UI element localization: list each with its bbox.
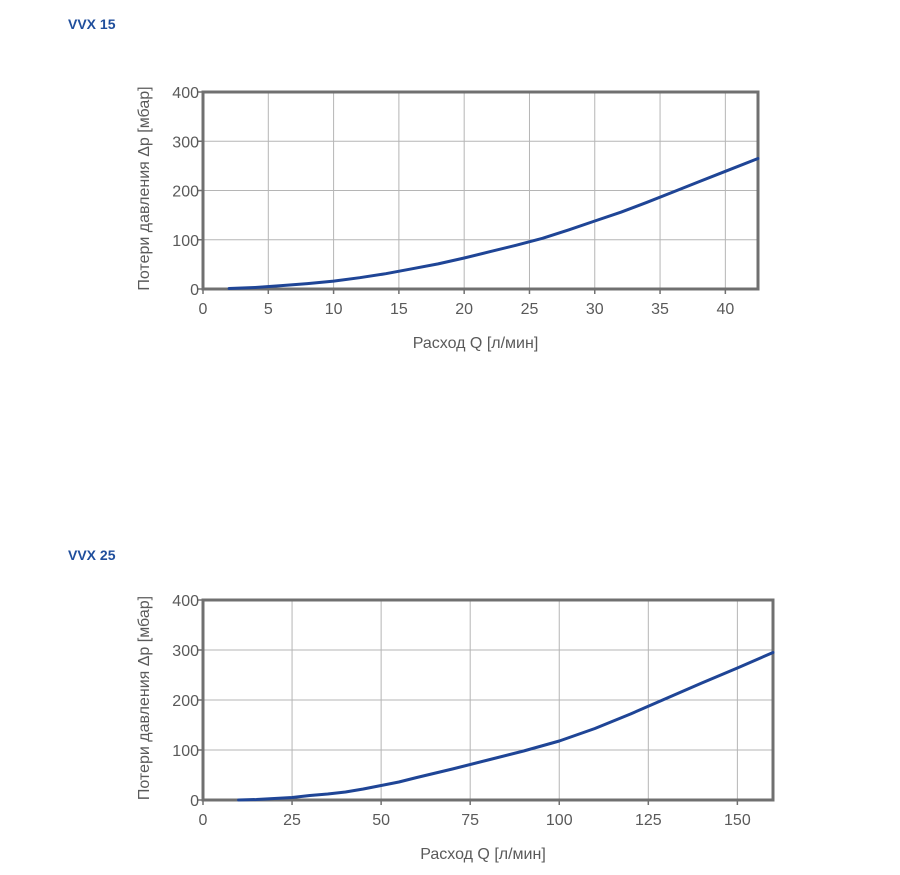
x-tick-label: 10 (325, 301, 343, 318)
y-axis-label: Потери давления Δp [мбар] (136, 86, 153, 290)
x-tick-label: 125 (635, 812, 662, 829)
x-tick-label: 0 (199, 812, 208, 829)
chart-vvx25: 0 100 200 300 400 0 25 50 75 100 125 150 Расход Q [л… (136, 593, 775, 863)
x-tick-label: 150 (724, 812, 751, 829)
x-tick-label: 30 (586, 301, 604, 318)
y-tick-label: 100 (172, 233, 199, 250)
y-tick-label: 200 (172, 693, 199, 710)
series-line (237, 651, 775, 802)
y-tick-label: 100 (172, 743, 199, 760)
x-tick-label: 25 (521, 301, 539, 318)
y-tick-label: 400 (172, 593, 199, 610)
x-tick-label: 50 (372, 812, 390, 829)
y-tick-label: 300 (172, 134, 199, 151)
chart-title-vvx15: VVX 15 (68, 16, 116, 32)
x-tick-label: 15 (390, 301, 408, 318)
y-axis-label: Потери давления Δp [мбар] (136, 596, 153, 800)
x-tick-label: 75 (461, 812, 479, 829)
x-axis-label: Расход Q [л/мин] (413, 335, 539, 352)
x-tick-label: 100 (546, 812, 573, 829)
x-tick-label: 35 (651, 301, 669, 318)
y-tick-label: 0 (190, 282, 199, 299)
x-tick-label: 5 (264, 301, 273, 318)
x-axis-label: Расход Q [л/мин] (420, 846, 546, 863)
chart-vvx15: 0 100 200 300 400 0 5 10 15 20 25 30 35 40 Расход Q [л… (136, 85, 760, 352)
x-tick-label: 0 (199, 301, 208, 318)
x-tick-label: 25 (283, 812, 301, 829)
chart-title-vvx25: VVX 25 (68, 547, 116, 563)
x-tick-label: 20 (455, 301, 473, 318)
y-tick-label: 0 (190, 793, 199, 810)
y-tick-label: 200 (172, 184, 199, 201)
series-line (227, 157, 760, 290)
y-tick-label: 300 (172, 643, 199, 660)
y-tick-label: 400 (172, 85, 199, 102)
x-tick-label: 40 (716, 301, 734, 318)
